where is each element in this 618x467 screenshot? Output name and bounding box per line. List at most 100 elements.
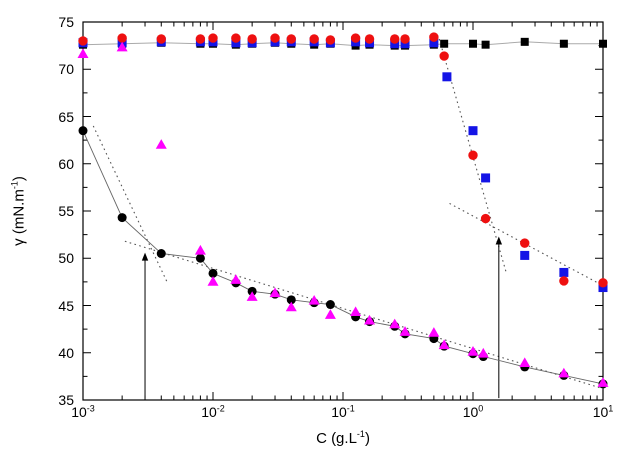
data-point-square <box>598 283 608 293</box>
data-point-circle <box>156 34 166 44</box>
y-tick-label: 75 <box>58 14 74 30</box>
axis-ticks <box>82 21 604 401</box>
series-connector-line <box>82 41 603 47</box>
data-point-circle <box>270 33 280 43</box>
data-point-circle <box>78 36 88 46</box>
y-tick-label: 45 <box>58 297 74 314</box>
data-point-circle <box>247 34 257 44</box>
x-axis-title-close: ) <box>364 430 370 447</box>
data-point-circle <box>390 34 400 44</box>
y-tick-label: 55 <box>58 203 74 219</box>
data-point-circle <box>400 34 410 44</box>
x-tick-label: 101 <box>592 403 614 420</box>
data-point-square <box>231 38 241 48</box>
x-axis-title-exponent: -1 <box>356 429 365 439</box>
y-tick-label: 70 <box>58 61 74 78</box>
x-tick-label: 10-2 <box>201 403 225 420</box>
data-point-triangle <box>246 291 258 301</box>
data-point-circle <box>286 34 296 44</box>
data-point-triangle <box>364 314 376 325</box>
data-point-square <box>400 39 410 49</box>
data-point-circle <box>195 34 206 44</box>
data-point-triangle <box>438 339 450 350</box>
y-axis-title-close: ) <box>10 176 28 182</box>
y-axis-title-exponent: -1 <box>9 181 20 190</box>
data-point-square <box>481 40 490 49</box>
data-point-circle <box>439 51 449 61</box>
data-point-circle <box>231 33 241 43</box>
data-point-triangle <box>308 294 320 305</box>
y-tick-label: 40 <box>58 344 74 361</box>
data-point-triangle <box>389 318 401 329</box>
dotted-guide-line <box>449 202 604 287</box>
data-point-triangle <box>285 301 297 312</box>
data-point-triangle <box>428 327 440 337</box>
data-point-square <box>520 250 530 260</box>
data-point-triangle <box>399 326 411 336</box>
data-point-square <box>390 39 400 49</box>
data-point-square <box>559 267 569 277</box>
data-point-triangle <box>230 274 242 284</box>
data-point-square <box>440 39 449 48</box>
data-point-square <box>469 39 477 48</box>
data-point-circle <box>156 249 166 259</box>
x-tick-label: 10-1 <box>331 403 355 420</box>
data-point-circle <box>325 35 336 45</box>
data-point-circle <box>117 33 127 43</box>
x-tick-label: 10-3 <box>71 403 95 420</box>
y-tick-label: 60 <box>58 155 74 172</box>
data-point-triangle <box>155 139 167 149</box>
data-point-square <box>481 173 491 183</box>
data-point-circle <box>559 276 569 286</box>
arrow-head <box>495 236 503 245</box>
dotted-guide-line <box>124 240 604 390</box>
data-point-circle <box>350 33 361 43</box>
data-point-triangle <box>558 367 570 378</box>
data-point-triangle <box>467 346 479 356</box>
y-tick-label: 65 <box>58 108 74 125</box>
data-point-circle <box>520 238 530 248</box>
series-red-circles <box>78 32 608 288</box>
x-tick-label: 100 <box>462 403 484 420</box>
data-point-square <box>559 39 568 48</box>
cmc-arrows <box>141 236 503 399</box>
data-point-triangle <box>477 347 489 358</box>
data-point-triangle <box>194 244 206 255</box>
y-tick-label: 50 <box>58 250 74 267</box>
arrow-head <box>141 252 149 261</box>
series-magenta-triangles <box>77 41 609 387</box>
dotted-guide-lines <box>92 38 604 390</box>
data-point-triangle <box>519 357 531 368</box>
data-point-triangle <box>207 276 219 286</box>
data-point-circle <box>286 295 296 305</box>
data-point-square <box>599 39 607 48</box>
data-point-circle <box>78 126 88 136</box>
data-point-circle <box>480 213 491 224</box>
data-point-square <box>442 72 452 82</box>
plot-frame <box>82 21 604 401</box>
data-point-triangle <box>77 48 89 59</box>
data-point-circle <box>364 34 375 44</box>
data-point-circle <box>208 268 218 278</box>
data-point-circle <box>195 253 205 263</box>
data-point-triangle <box>597 377 609 387</box>
data-point-triangle <box>269 287 281 298</box>
data-point-triangle <box>324 309 336 319</box>
y-tick-label: 35 <box>58 392 74 408</box>
data-point-square <box>429 38 439 48</box>
data-point-circle <box>309 34 319 44</box>
dotted-guide-line <box>92 125 169 285</box>
data-point-triangle <box>116 41 128 52</box>
data-point-circle <box>208 33 218 43</box>
x-axis-title: C (g.L-1) <box>273 429 413 448</box>
data-point-circle <box>117 213 127 223</box>
x-axis-title-text: C (g.L <box>316 430 357 447</box>
data-point-circle <box>468 150 478 160</box>
data-point-triangle <box>350 306 362 317</box>
data-point-square <box>520 37 529 46</box>
data-point-circle <box>325 300 335 310</box>
data-point-square <box>468 126 478 136</box>
data-point-circle <box>429 32 439 42</box>
